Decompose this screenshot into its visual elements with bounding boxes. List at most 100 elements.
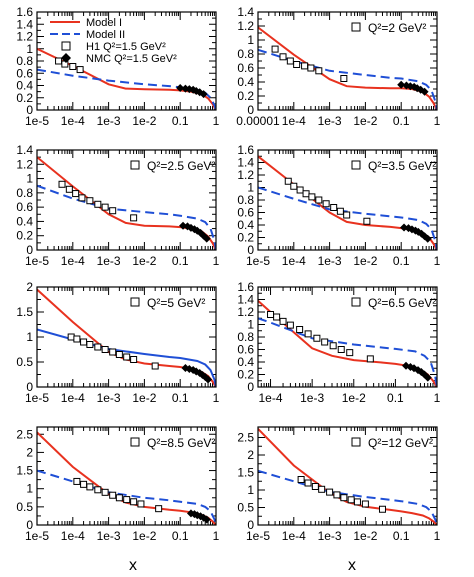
plot-frame [36, 286, 217, 388]
data-point [80, 480, 88, 488]
data-point [101, 346, 109, 353]
data-point [313, 334, 321, 342]
y-tick-label: 1.4 [16, 17, 33, 31]
panel-3: 1e-5 1e-4 1e-3 1e-2 0.1 100.20.40.60.811.21.4… [16, 143, 219, 268]
annotation-marker [130, 160, 140, 170]
data-point [109, 348, 117, 356]
x-tick-label: 1e-2 [342, 391, 366, 405]
series-line [258, 26, 437, 110]
x-tick-label: 0.1 [172, 114, 189, 128]
y-tick-label: 0 [247, 103, 254, 117]
y-tick-label: 0.4 [237, 218, 254, 232]
plot-frame [257, 149, 438, 251]
data-point [420, 87, 429, 96]
y-tick-label: 1.5 [16, 464, 33, 478]
x-tick-label: 1e-3 [300, 391, 324, 405]
x-tick-label: 1e-4 [282, 254, 306, 268]
data-point [86, 197, 94, 205]
x-tick-label: 1e-3 [97, 391, 121, 405]
panel-annotation: Q²=3.5 GeV² [368, 159, 436, 173]
data-point [293, 61, 301, 68]
series-line [258, 469, 437, 525]
data-point [423, 373, 432, 382]
data-point [202, 234, 211, 243]
data-point [204, 375, 213, 384]
panel-annotation: Q²=2.5 GeV² [147, 159, 215, 173]
y-tick-label: 0 [26, 518, 33, 532]
data-point [337, 346, 345, 353]
data-point [109, 207, 117, 215]
data-point [267, 311, 275, 318]
y-tick-label: 0.2 [237, 231, 254, 245]
data-point [329, 342, 337, 350]
data-point [286, 57, 294, 65]
panel-7: 1e-5 1e-4 1e-3 1e-2 0.1 1 0 0.5 1 1.5 2 2.5 Q²=8.5 G… [16, 426, 220, 543]
data-point [311, 483, 319, 490]
y-tick-label: 1.6 [237, 143, 254, 157]
y-tick-label: 0.6 [237, 343, 254, 357]
data-point [286, 321, 294, 329]
plot-frame [257, 11, 438, 111]
y-tick-label: 1 [26, 482, 33, 496]
plot-frame [257, 286, 438, 388]
panel-2: 0.00001 1e-4 1e-3 1e-2 0.1 100.20.40.60.811.2… [236, 5, 440, 128]
data-point [297, 476, 305, 483]
data-point [318, 485, 326, 493]
data-point [155, 505, 163, 513]
x-tick-label: 1e-4 [282, 529, 306, 543]
series-line [37, 184, 216, 250]
y-tick-label: 0.4 [16, 214, 33, 228]
y-tick-label: 0.5 [16, 355, 33, 369]
y-tick-label: 0 [247, 518, 254, 532]
data-point [361, 500, 369, 508]
data-point [284, 177, 292, 185]
data-point [73, 477, 81, 485]
y-tick-label: 2 [26, 280, 33, 294]
y-tick-label: 0.6 [237, 206, 254, 220]
panel-annotation: Q²=5 GeV² [147, 296, 205, 310]
panel-annotation: Q²=2 GeV² [368, 21, 426, 35]
data-point [279, 317, 287, 325]
x-tick-label: 0.1 [393, 254, 410, 268]
data-point [290, 182, 298, 190]
annotation-marker [130, 437, 140, 447]
data-point [130, 214, 138, 222]
x-tick-label: 1e-4 [259, 391, 283, 405]
data-point [115, 494, 123, 502]
x-axis-label-left: x [129, 557, 137, 574]
x-tick-label: 0.1 [393, 529, 410, 543]
data-point [94, 200, 102, 208]
legend-swatch-h1 [61, 41, 71, 51]
data-point [343, 211, 351, 219]
x-tick-label: 1 [213, 114, 220, 128]
series-group [258, 300, 437, 387]
data-point [271, 45, 279, 53]
plot-frame [257, 426, 438, 526]
data-point [86, 341, 94, 348]
data-point [308, 193, 316, 201]
data-point [130, 498, 138, 506]
data-point [307, 64, 315, 72]
y-tick-label: 0.6 [237, 61, 254, 75]
data-point [137, 500, 145, 508]
data-point [315, 67, 323, 75]
y-tick-label: 1.6 [16, 5, 33, 19]
data-point [347, 496, 355, 504]
data-point [69, 63, 77, 71]
x-tick-label: 1 [434, 529, 441, 543]
y-tick-label: 1.6 [237, 280, 254, 294]
data-point [86, 483, 94, 491]
x-tick-label: 0.00001 [236, 114, 280, 128]
y-tick-label: 0.6 [16, 66, 33, 80]
data-point [296, 186, 304, 194]
y-tick-label: 0 [247, 243, 254, 257]
data-point [321, 338, 329, 346]
y-tick-label: 2.5 [16, 427, 33, 441]
x-tick-label: 1 [434, 254, 441, 268]
x-tick-label: 1e-5 [25, 529, 49, 543]
data-point [94, 486, 102, 494]
data-point [80, 338, 88, 346]
x-tick-label: 0.1 [387, 391, 404, 405]
x-tick-label: 1e-4 [61, 529, 85, 543]
